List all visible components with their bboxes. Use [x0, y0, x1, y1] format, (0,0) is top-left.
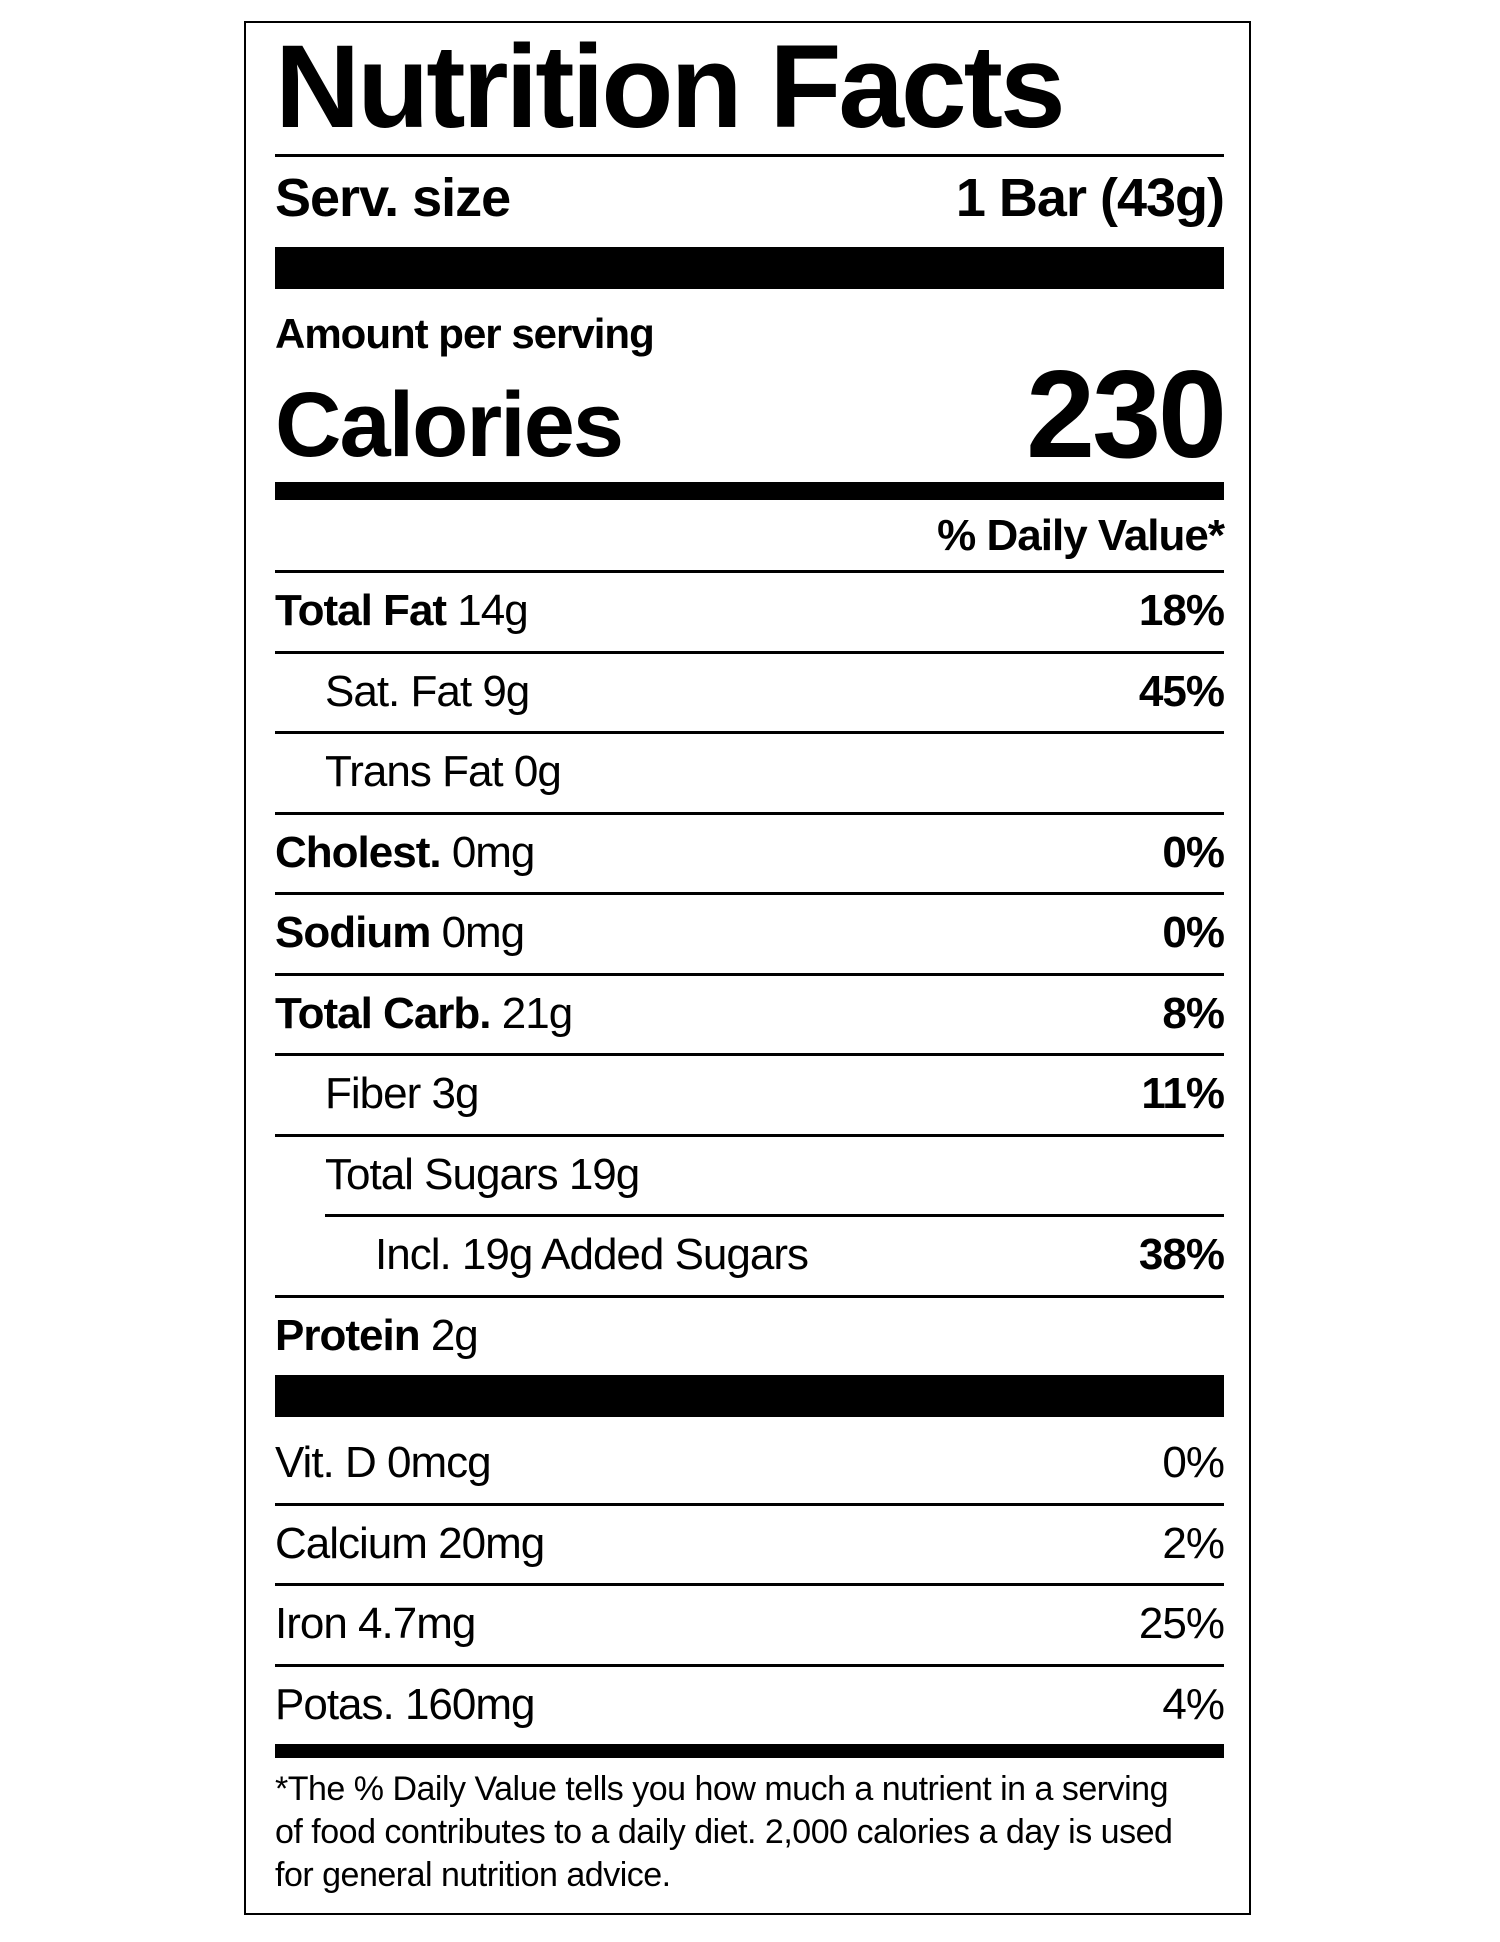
nutrient-label: Protein 2g: [275, 1310, 479, 1361]
divider: [275, 1502, 1224, 1506]
serving-size-row: Serv. size 1 Bar (43g): [275, 168, 1225, 228]
vitamin-row: Calcium 20mg 2%: [275, 1505, 1225, 1583]
medium-divider: [275, 482, 1224, 500]
nutrient-amount: 14g: [457, 586, 528, 635]
nutrient-amount: 2g: [430, 1310, 479, 1360]
thick-divider: [275, 247, 1224, 289]
divider: [275, 731, 1224, 734]
calories-label: Calories: [275, 374, 624, 476]
nutrient-amount: 21g: [501, 988, 573, 1038]
divider: [275, 650, 1224, 654]
daily-value-header: % Daily Value*: [275, 506, 1225, 566]
nutrient-row: Incl. 19g Added Sugars 38%: [275, 1216, 1225, 1294]
nutrient-amount: 0g: [513, 747, 562, 796]
nutrient-row: Sat. Fat 9g 45%: [275, 653, 1225, 731]
nutrient-daily-value: 0%: [1162, 827, 1225, 877]
nutrient-label: Cholest. 0mg: [275, 827, 536, 878]
nutrient-label: Sat. Fat 9g: [325, 666, 530, 717]
nutrient-row: Total Fat 14g 18%: [275, 572, 1225, 650]
nutrient-name: Incl. 19g Added Sugars: [375, 1230, 809, 1279]
divider: [275, 1053, 1224, 1056]
divider: [275, 972, 1224, 976]
nutrient-daily-value: 18%: [1138, 586, 1225, 635]
nutrient-amount: 0mg: [451, 827, 536, 877]
divider: [275, 892, 1224, 895]
divider: [275, 1583, 1224, 1586]
footnote: *The % Daily Value tells you how much a …: [275, 1768, 1224, 1897]
nutrient-label: Fiber 3g: [325, 1069, 479, 1119]
nutrient-name: Total Fat: [275, 586, 447, 635]
nutrient-amount: 9g: [482, 666, 530, 716]
nutrient-name: Sat. Fat: [325, 666, 472, 716]
nutrient-name: Total Carb.: [275, 988, 492, 1038]
nutrient-daily-value: 38%: [1138, 1230, 1225, 1279]
thick-divider: [275, 1375, 1224, 1417]
nutrition-label-border: [244, 21, 1251, 1915]
divider: [275, 1294, 1224, 1298]
nutrient-label: Trans Fat 0g: [325, 747, 562, 797]
footnote-line: *The % Daily Value tells you how much a …: [275, 1770, 1169, 1808]
amount-per-serving: Amount per serving: [275, 310, 655, 357]
divider: [325, 1214, 1224, 1217]
nutrient-name: Fiber: [325, 1069, 421, 1118]
vitamin-daily-value: 4%: [1162, 1679, 1225, 1729]
nutrient-name: Cholest.: [275, 827, 442, 877]
divider: [275, 570, 1224, 573]
footnote-line: of food contributes to a daily diet. 2,0…: [275, 1813, 1173, 1851]
vitamin-row: Potas. 160mg 4%: [275, 1666, 1225, 1744]
nutrient-label: Total Carb. 21g: [275, 988, 573, 1039]
medium-divider: [275, 1744, 1224, 1758]
nutrient-label: Incl. 19g Added Sugars: [375, 1230, 809, 1280]
vitamin-daily-value: 0%: [1162, 1438, 1225, 1487]
label-title: Nutrition Facts: [275, 21, 1066, 153]
nutrient-amount: 0mg: [441, 908, 526, 957]
divider: [275, 811, 1224, 815]
nutrient-amount: 3g: [431, 1069, 479, 1118]
vitamin-daily-value: 2%: [1162, 1518, 1225, 1568]
nutrient-label: Total Sugars 19g: [325, 1149, 640, 1200]
nutrient-label: Sodium 0mg: [275, 908, 526, 958]
vitamin-row: Vit. D 0mcg 0%: [275, 1424, 1225, 1502]
vitamin-row: Iron 4.7mg 25%: [275, 1585, 1225, 1663]
nutrient-name: Sodium: [275, 908, 431, 957]
nutrient-daily-value: 11%: [1141, 1069, 1225, 1118]
nutrient-row: Total Carb. 21g 8%: [275, 975, 1225, 1053]
vitamin-label: Vit. D 0mcg: [275, 1438, 492, 1487]
nutrient-amount: 19g: [568, 1149, 640, 1199]
divider: [275, 154, 1224, 157]
nutrient-row: Total Sugars 19g: [275, 1136, 1224, 1214]
vitamin-label: Potas. 160mg: [275, 1679, 535, 1729]
nutrient-row: Fiber 3g 11%: [275, 1055, 1225, 1133]
divider: [275, 1133, 1224, 1137]
nutrient-daily-value: 0%: [1162, 908, 1225, 957]
calories-row: Calories 230: [275, 346, 1227, 484]
calories-value: 230: [1026, 346, 1227, 484]
nutrient-daily-value: 45%: [1138, 666, 1225, 716]
vitamin-label: Calcium 20mg: [275, 1518, 545, 1568]
vitamin-label: Iron 4.7mg: [275, 1599, 476, 1648]
nutrient-name: Trans Fat: [325, 747, 504, 796]
nutrient-name: Total Sugars: [325, 1149, 559, 1199]
nutrient-row: Sodium 0mg 0%: [275, 894, 1225, 972]
vitamin-daily-value: 25%: [1138, 1599, 1225, 1648]
nutrient-row: Cholest. 0mg 0%: [275, 814, 1225, 892]
footnote-line: for general nutrition advice.: [275, 1856, 671, 1894]
nutrient-row: Trans Fat 0g: [275, 733, 1224, 811]
nutrient-label: Total Fat 14g: [275, 586, 529, 636]
nutrient-daily-value: 8%: [1162, 988, 1225, 1038]
nutrient-name: Protein: [275, 1310, 421, 1360]
daily-value-label: % Daily Value*: [937, 511, 1225, 560]
serving-size-value: 1 Bar (43g): [955, 168, 1225, 228]
nutrient-row: Protein 2g: [275, 1297, 1224, 1375]
serving-size-label: Serv. size: [275, 168, 511, 228]
divider: [275, 1663, 1224, 1667]
